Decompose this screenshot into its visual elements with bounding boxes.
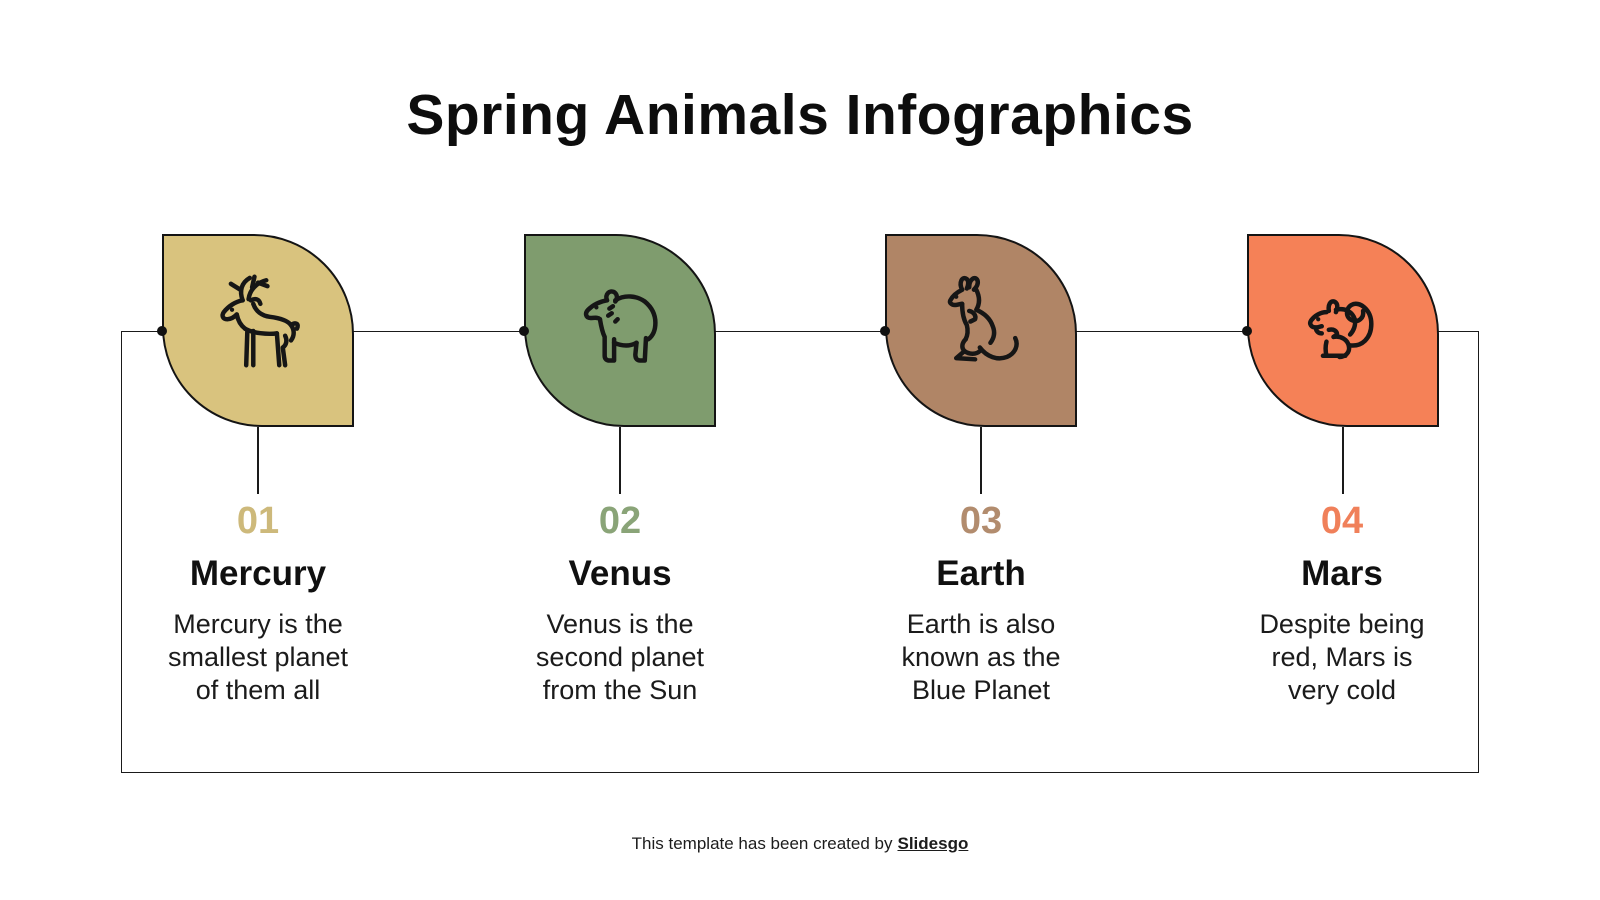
leaf-shape-1 <box>162 234 354 427</box>
connector-stub <box>1342 427 1344 494</box>
footer-text: This template has been created by <box>631 834 893 853</box>
description-line: Blue Planet <box>911 675 1051 705</box>
leaf-shape-3 <box>885 234 1077 427</box>
description-line: Venus is the <box>546 609 694 639</box>
connector-stub <box>619 427 621 494</box>
step-number: 02 <box>598 500 642 542</box>
step-number: 04 <box>1320 500 1364 542</box>
leaf-shape-4 <box>1247 234 1439 427</box>
connector-frame <box>121 331 1479 773</box>
footer: This template has been created by Slidesg… <box>0 834 1600 854</box>
bear-icon <box>583 288 658 363</box>
description-line: of them all <box>195 675 321 705</box>
description-line: very cold <box>1287 675 1397 705</box>
step-title: Mercury <box>189 554 327 593</box>
description-line: Earth is also <box>906 609 1056 639</box>
step-description: Mercury is the smallest planet of them a… <box>108 608 408 707</box>
kangaroo-icon <box>947 275 1019 362</box>
connector-stub <box>980 427 982 494</box>
step-description: Despite being red, Mars is very cold <box>1192 608 1492 707</box>
step-description: Earth is also known as the Blue Planet <box>831 608 1131 707</box>
connector-dot <box>519 326 529 336</box>
step-title: Earth <box>936 554 1026 593</box>
squirrel-icon <box>1307 298 1374 359</box>
connector-stub <box>257 427 259 494</box>
description-line: red, Mars is <box>1271 642 1413 672</box>
deer-icon <box>220 273 300 367</box>
description-line: Mercury is the <box>173 609 343 639</box>
description-line: from the Sun <box>542 675 698 705</box>
step-description: Venus is the second planet from the Sun <box>470 608 770 707</box>
page-title: Spring Animals Infographics <box>406 83 1194 147</box>
connector-dot <box>880 326 890 336</box>
step-title: Mars <box>1301 554 1383 593</box>
step-number: 03 <box>959 500 1003 542</box>
step-number: 01 <box>236 500 280 542</box>
step-title: Venus <box>568 554 672 593</box>
description-line: known as the <box>901 642 1061 672</box>
connector-dot <box>1242 326 1252 336</box>
connector-dot <box>157 326 167 336</box>
description-line: Despite being <box>1259 609 1425 639</box>
slidesgo-link[interactable]: Slidesgo <box>897 834 969 853</box>
description-line: smallest planet <box>167 642 349 672</box>
leaf-shape-2 <box>524 234 716 427</box>
description-line: second planet <box>535 642 705 672</box>
